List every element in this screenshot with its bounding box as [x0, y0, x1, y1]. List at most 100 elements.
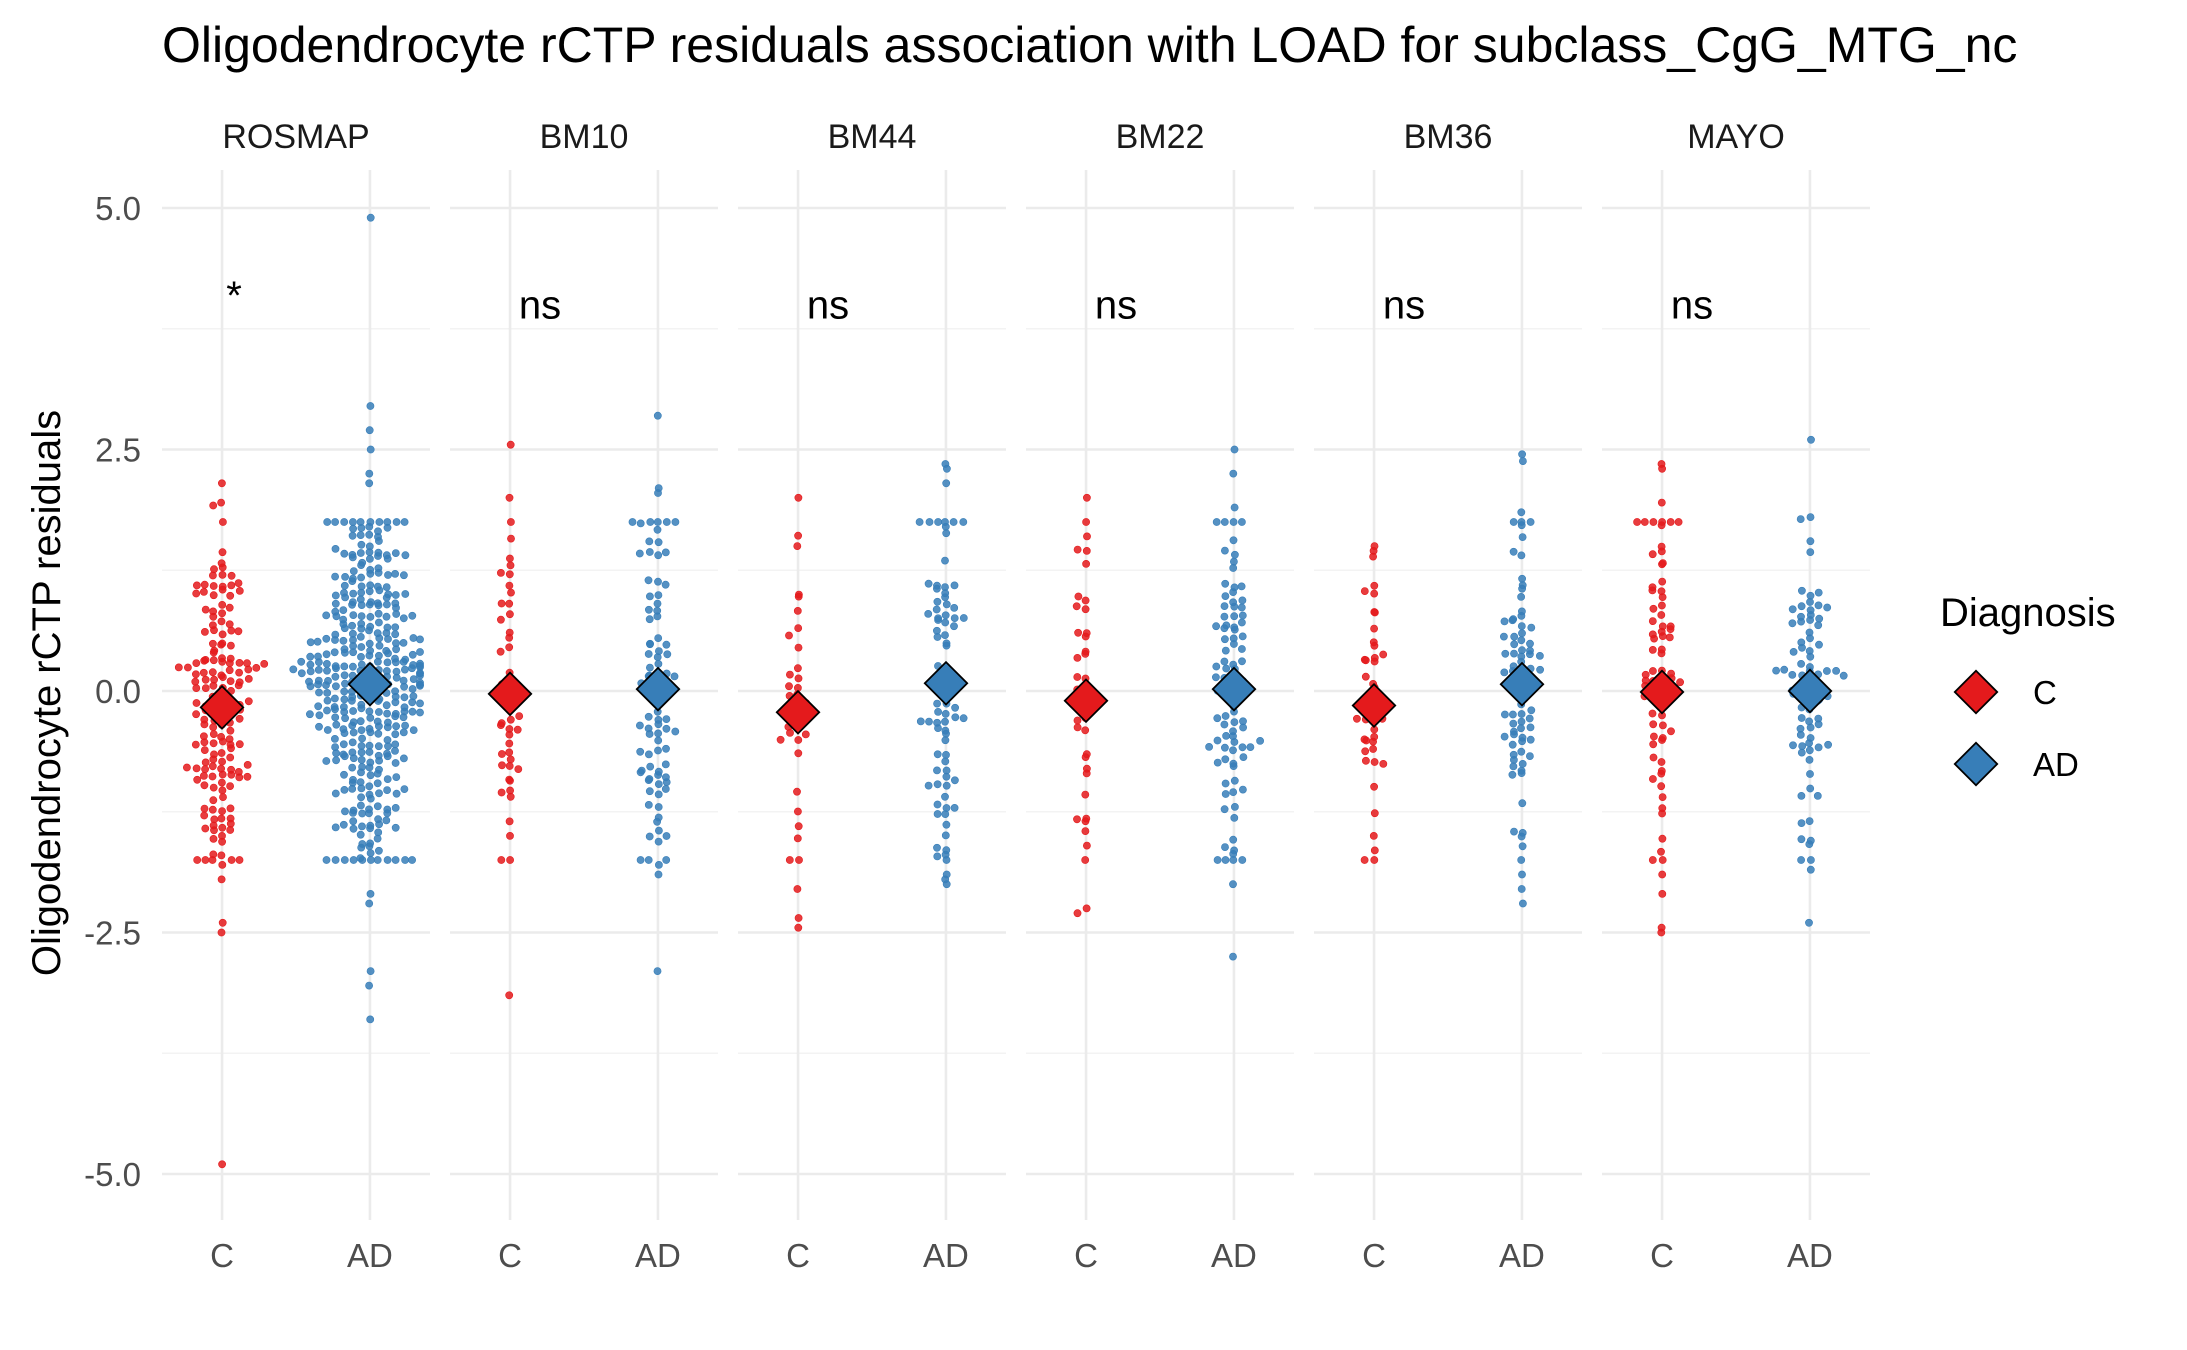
data-point: [366, 1015, 375, 1024]
data-point: [644, 801, 653, 809]
data-point: [391, 740, 400, 749]
data-point: [1221, 743, 1229, 752]
data-point: [654, 780, 663, 788]
data-point: [1081, 726, 1090, 735]
data-point: [348, 574, 357, 583]
data-point: [1370, 589, 1379, 598]
data-point: [365, 981, 373, 990]
data-point: [1509, 518, 1518, 526]
data-point: [793, 607, 802, 615]
data-point: [1213, 758, 1222, 767]
data-point: [330, 735, 339, 743]
data-point: [401, 551, 410, 560]
data-point: [340, 671, 349, 680]
data-point: [349, 776, 357, 784]
data-point: [391, 730, 400, 739]
data-point: [1789, 741, 1797, 750]
data-point: [339, 820, 348, 829]
data-point: [942, 751, 950, 759]
data-point: [192, 581, 201, 590]
x-tick-label: C: [1650, 1237, 1674, 1274]
data-point: [356, 595, 365, 604]
data-point: [409, 634, 418, 642]
data-point: [1509, 762, 1518, 771]
data-point: [218, 639, 227, 648]
data-point: [391, 549, 400, 557]
data-point: [366, 728, 375, 737]
x-tick-label: AD: [1787, 1237, 1833, 1274]
mean-marker: [199, 684, 245, 730]
data-point: [1229, 469, 1238, 478]
data-point: [357, 624, 366, 633]
data-point: [1370, 624, 1378, 633]
data-point: [1805, 840, 1814, 848]
data-point: [339, 606, 348, 614]
data-point: [289, 665, 298, 674]
data-point: [496, 647, 505, 656]
data-point: [924, 579, 933, 588]
data-point: [208, 668, 217, 677]
data-point: [933, 584, 941, 593]
data-point: [636, 519, 645, 528]
data-point: [916, 717, 925, 726]
data-point: [505, 610, 514, 619]
data-point: [322, 660, 331, 668]
data-point: [356, 830, 365, 839]
data-point: [332, 756, 340, 765]
data-point: [365, 555, 374, 563]
data-point: [365, 542, 374, 551]
data-point: [950, 622, 958, 631]
data-point: [210, 565, 218, 574]
data-point: [1213, 714, 1222, 723]
data-point: [1797, 714, 1806, 722]
data-point: [1081, 605, 1090, 614]
data-point: [1221, 592, 1230, 600]
data-point: [794, 493, 803, 502]
data-point: [226, 740, 235, 749]
data-point: [794, 664, 802, 673]
data-point: [507, 588, 515, 597]
data-point: [218, 548, 227, 557]
data-point: [1213, 736, 1222, 745]
data-point: [1361, 747, 1370, 756]
data-point: [374, 651, 383, 660]
data-point: [1517, 521, 1526, 530]
data-point: [1517, 710, 1526, 718]
data-point: [1229, 880, 1237, 889]
data-point: [1072, 602, 1081, 611]
data-point: [1648, 709, 1657, 718]
data-point: [1509, 710, 1517, 719]
data-point: [192, 710, 200, 719]
data-point: [235, 659, 244, 667]
data-point: [1667, 727, 1675, 736]
data-point: [210, 675, 218, 684]
data-point: [1082, 814, 1091, 823]
data-point: [192, 589, 201, 598]
data-point: [209, 648, 218, 657]
x-tick-label: C: [786, 1237, 810, 1274]
data-point: [794, 531, 802, 540]
data-point: [218, 837, 226, 846]
data-point: [314, 676, 323, 685]
data-point: [1666, 625, 1675, 633]
data-point: [399, 571, 408, 580]
data-point: [506, 518, 515, 526]
data-point: [1657, 928, 1666, 937]
data-point: [1510, 730, 1518, 739]
data-point: [1220, 612, 1229, 621]
data-point: [794, 592, 803, 601]
data-point: [1788, 671, 1797, 679]
data-point: [226, 641, 235, 650]
data-point: [1815, 640, 1823, 649]
data-point: [218, 823, 227, 832]
data-point: [949, 518, 958, 526]
data-point: [408, 685, 417, 693]
data-point: [358, 734, 366, 743]
data-point: [1509, 750, 1518, 759]
data-point: [1536, 652, 1544, 660]
data-point: [950, 604, 959, 612]
data-point: [505, 643, 514, 652]
data-point: [400, 518, 409, 526]
data-point: [654, 489, 662, 497]
data-point: [1230, 814, 1239, 822]
